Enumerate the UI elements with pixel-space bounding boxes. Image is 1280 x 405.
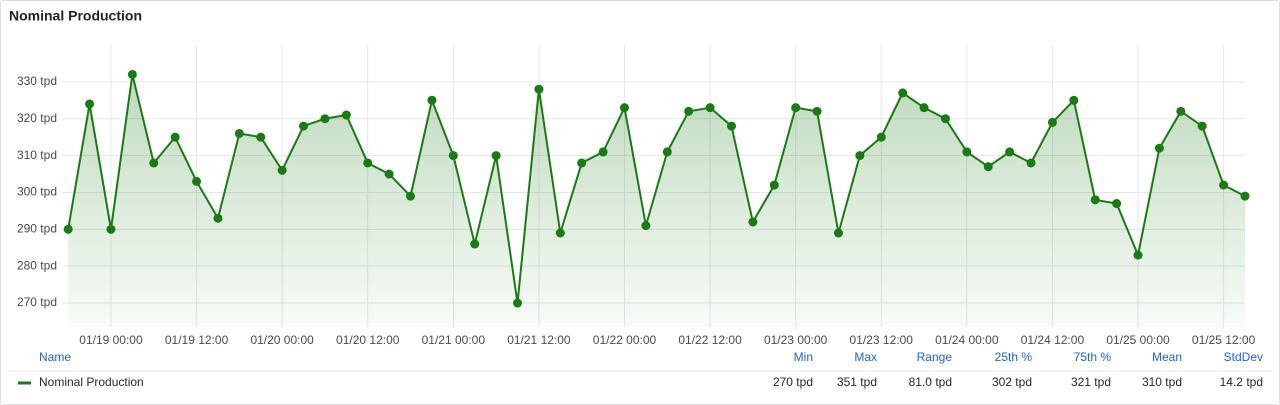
data-point [812,106,822,116]
data-point [983,162,993,172]
data-point [1069,95,1079,105]
data-point [641,221,651,231]
x-tick-label: 01/19 00:00 [79,333,143,347]
data-point [1240,191,1250,201]
x-tick-label: 01/19 12:00 [165,333,229,347]
data-point [769,180,779,190]
data-point [705,103,715,113]
data-point [127,69,137,79]
data-point [1197,121,1207,131]
data-point [363,158,373,168]
data-point [1154,143,1164,153]
data-point [513,298,523,308]
data-point [192,176,202,186]
y-tick-label: 290 tpd [17,221,57,235]
y-tick-label: 300 tpd [17,185,57,199]
data-point [341,110,351,120]
x-tick-label: 01/20 00:00 [250,333,314,347]
legend-stat: 14.2 tpd [1220,375,1263,389]
data-point [898,88,908,98]
data-point [619,103,629,113]
series-line [67,74,1246,304]
data-point [1133,250,1143,260]
data-point [1026,158,1036,168]
data-point [855,151,865,161]
data-point [470,239,480,249]
area-fill [68,74,1245,327]
data-point [833,228,843,238]
legend-stat: 310 tpd [1142,375,1182,389]
legend-header: Max [854,350,877,364]
legend-header: Min [794,350,813,364]
panel-title: Nominal Production [9,8,142,24]
legend-header: 75th % [1074,350,1112,364]
data-point [384,169,394,179]
legend-stat: 302 tpd [992,375,1032,389]
x-tick-label: 01/24 00:00 [935,333,999,347]
legend-header: 25th % [995,350,1033,364]
x-tick-label: 01/21 00:00 [422,333,486,347]
data-point [940,114,950,124]
data-point [1176,106,1186,116]
data-point [1219,180,1229,190]
data-point [577,158,587,168]
x-tick-label: 01/25 00:00 [1106,333,1170,347]
data-point [491,151,501,161]
legend-stat: 351 tpd [837,375,877,389]
data-point [234,128,244,138]
data-point [170,132,180,142]
data-point [149,158,159,168]
legend-stat: 270 tpd [773,375,813,389]
data-point [555,228,565,238]
data-point [534,84,544,94]
legend-stat: 81.0 tpd [909,375,952,389]
data-point [427,95,437,105]
data-point [299,121,309,131]
x-tick-label: 01/22 00:00 [593,333,657,347]
data-point [726,121,736,131]
x-tick-label: 01/20 12:00 [336,333,400,347]
data-point [598,147,608,157]
data-point [277,165,287,175]
data-point [1112,199,1122,209]
y-tick-label: 320 tpd [17,111,57,125]
y-tick-label: 330 tpd [17,74,57,88]
data-point [1090,195,1100,205]
data-point [962,147,972,157]
data-point [748,217,758,227]
x-tick-label: 01/24 12:00 [1021,333,1085,347]
data-point [320,114,330,124]
legend-header: Name [39,350,71,364]
legend-header: Range [917,350,953,364]
legend-stat: 321 tpd [1071,375,1111,389]
x-tick-label: 01/22 12:00 [678,333,742,347]
y-tick-label: 270 tpd [17,295,57,309]
data-point [213,213,223,223]
y-tick-label: 280 tpd [17,258,57,272]
y-tick-label: 310 tpd [17,148,57,162]
x-tick-label: 01/25 12:00 [1192,333,1256,347]
data-point [791,103,801,113]
data-point [662,147,672,157]
data-point [256,132,266,142]
data-point [1005,147,1015,157]
data-point [406,191,416,201]
data-point [684,106,694,116]
data-point [448,151,458,161]
data-point [919,103,929,113]
x-tick-label: 01/23 00:00 [764,333,828,347]
legend-header: Mean [1152,350,1182,364]
x-tick-label: 01/21 12:00 [507,333,571,347]
data-point [106,224,116,234]
data-point [1047,117,1057,127]
data-point [85,99,95,109]
data-point [63,224,73,234]
legend-name: Nominal Production [39,375,144,389]
x-tick-label: 01/23 12:00 [850,333,914,347]
data-point [876,132,886,142]
legend-header: StdDev [1224,350,1263,364]
